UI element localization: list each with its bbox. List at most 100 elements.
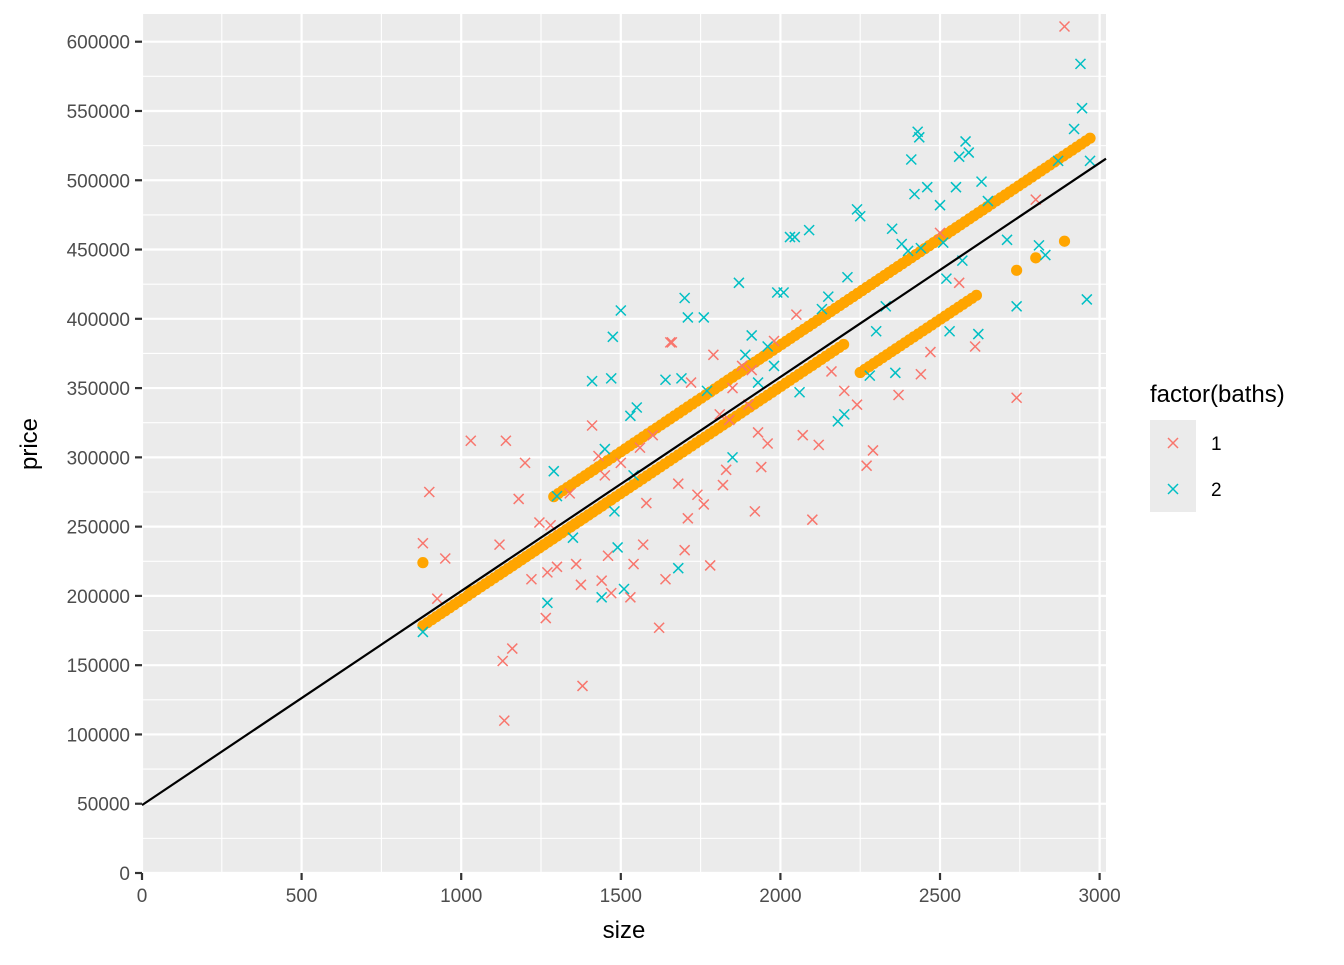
data-point-baths-2 xyxy=(1001,234,1013,246)
data-point-baths-2 xyxy=(586,375,598,387)
data-point-baths-1 xyxy=(691,489,703,501)
data-point-baths-2 xyxy=(612,541,624,553)
data-point-baths-2 xyxy=(1084,155,1096,167)
x-axis: 0 500 1000 1500 2000 2500 3000 xyxy=(137,873,1121,907)
data-point-baths-2 xyxy=(889,367,901,379)
y-tick-label: 550000 xyxy=(67,102,130,123)
data-point-baths-2 xyxy=(934,199,946,211)
data-point-baths-2 xyxy=(778,286,790,299)
data-point-baths-1 xyxy=(867,444,879,456)
legend-entry-1: 1 xyxy=(1150,420,1222,466)
data-point-baths-2 xyxy=(417,626,429,638)
data-point-baths-2 xyxy=(944,325,956,337)
data-point-baths-2 xyxy=(794,386,806,398)
data-point-baths-2 xyxy=(1074,58,1086,70)
data-point-baths-1 xyxy=(586,419,598,432)
data-point-baths-1 xyxy=(506,643,518,655)
data-point-baths-2 xyxy=(567,532,579,544)
data-point-baths-2 xyxy=(698,311,710,323)
x-tick-label: 2000 xyxy=(759,886,801,907)
y-tick-label: 100000 xyxy=(67,725,130,746)
data-point-baths-1 xyxy=(736,360,748,372)
data-point-baths-1 xyxy=(640,497,652,509)
data-point-baths-2 xyxy=(618,583,630,595)
data-point-baths-2 xyxy=(659,374,672,386)
data-point-baths-2 xyxy=(784,231,796,243)
y-tick-label: 500000 xyxy=(67,171,130,192)
data-point-baths-1 xyxy=(465,435,477,447)
data-point-baths-2 xyxy=(675,372,687,384)
data-point-baths-1 xyxy=(605,587,617,599)
data-point-baths-2 xyxy=(768,360,780,372)
data-point-baths-2 xyxy=(972,328,984,340)
x-tick-label: 1000 xyxy=(440,886,482,907)
data-point-baths-2 xyxy=(960,135,972,147)
data-point-baths-1 xyxy=(924,346,936,358)
data-point-baths-2 xyxy=(841,271,853,283)
data-point-baths-2 xyxy=(921,181,933,193)
data-point-baths-1 xyxy=(500,435,512,447)
data-point-baths-1 xyxy=(685,377,697,389)
data-point-baths-1 xyxy=(726,382,739,394)
data-point-baths-2 xyxy=(982,195,994,207)
data-point-baths-2 xyxy=(1076,102,1088,114)
data-point-baths-2 xyxy=(838,408,850,420)
x-tick-label: 3000 xyxy=(1078,886,1120,907)
fitted-points-layer xyxy=(417,132,1096,632)
data-point-baths-1 xyxy=(417,537,429,549)
data-point-baths-1 xyxy=(746,364,758,376)
data-point-baths-1 xyxy=(762,437,774,450)
x-tick-label: 1500 xyxy=(600,886,642,907)
y-tick-label: 350000 xyxy=(67,379,130,400)
x-tick-label: 500 xyxy=(286,886,318,907)
data-point-baths-1 xyxy=(714,408,726,420)
data-point-baths-2 xyxy=(541,597,553,609)
data-point-baths-2 xyxy=(915,242,927,254)
legend-entry-2: 2 xyxy=(1150,466,1222,512)
data-point-baths-2 xyxy=(599,443,611,455)
data-point-baths-1 xyxy=(519,457,531,469)
data-point-baths-1 xyxy=(717,479,729,491)
y-tick-label: 50000 xyxy=(77,795,130,816)
x-axis-title: size xyxy=(603,917,646,944)
data-point-baths-2 xyxy=(937,237,949,249)
fitted-point xyxy=(465,586,477,598)
x-tick-label: 2500 xyxy=(919,886,961,907)
fitted-point xyxy=(970,289,983,301)
data-point-baths-2 xyxy=(789,231,801,243)
data-point-baths-2 xyxy=(886,223,898,235)
data-point-baths-2 xyxy=(913,131,925,143)
data-point-baths-2 xyxy=(615,304,627,317)
data-point-baths-1 xyxy=(439,552,451,565)
data-point-baths-1 xyxy=(570,558,582,570)
data-point-baths-1 xyxy=(576,680,589,692)
data-point-baths-1 xyxy=(838,385,850,397)
legend-label: 2 xyxy=(1211,480,1222,501)
data-point-baths-1 xyxy=(790,309,802,321)
data-point-baths-2 xyxy=(752,377,764,389)
fitted-point xyxy=(1058,235,1071,247)
data-point-baths-1 xyxy=(541,566,553,578)
data-point-baths-1 xyxy=(513,493,525,505)
data-point-baths-1 xyxy=(797,429,809,441)
data-point-baths-1 xyxy=(755,461,767,473)
data-point-baths-2 xyxy=(733,277,745,289)
data-point-baths-1 xyxy=(720,464,732,476)
data-point-baths-2 xyxy=(1011,300,1023,312)
data-point-baths-2 xyxy=(607,331,619,343)
data-point-baths-1 xyxy=(659,573,672,585)
data-point-baths-2 xyxy=(682,311,694,323)
y-tick-label: 0 xyxy=(119,864,130,885)
fitted-point xyxy=(838,338,850,351)
data-point-baths-1 xyxy=(813,439,825,451)
fitted-point xyxy=(981,201,993,213)
data-point-baths-2 xyxy=(739,349,751,361)
data-point-baths-2 xyxy=(864,370,876,382)
data-point-baths-1 xyxy=(1058,20,1071,32)
data-point-baths-2 xyxy=(746,329,758,341)
data-point-baths-2 xyxy=(1039,249,1051,261)
data-point-baths-2 xyxy=(701,385,713,397)
data-point-baths-2 xyxy=(1033,239,1045,251)
data-point-baths-1 xyxy=(599,469,611,481)
data-point-baths-2 xyxy=(816,303,828,315)
